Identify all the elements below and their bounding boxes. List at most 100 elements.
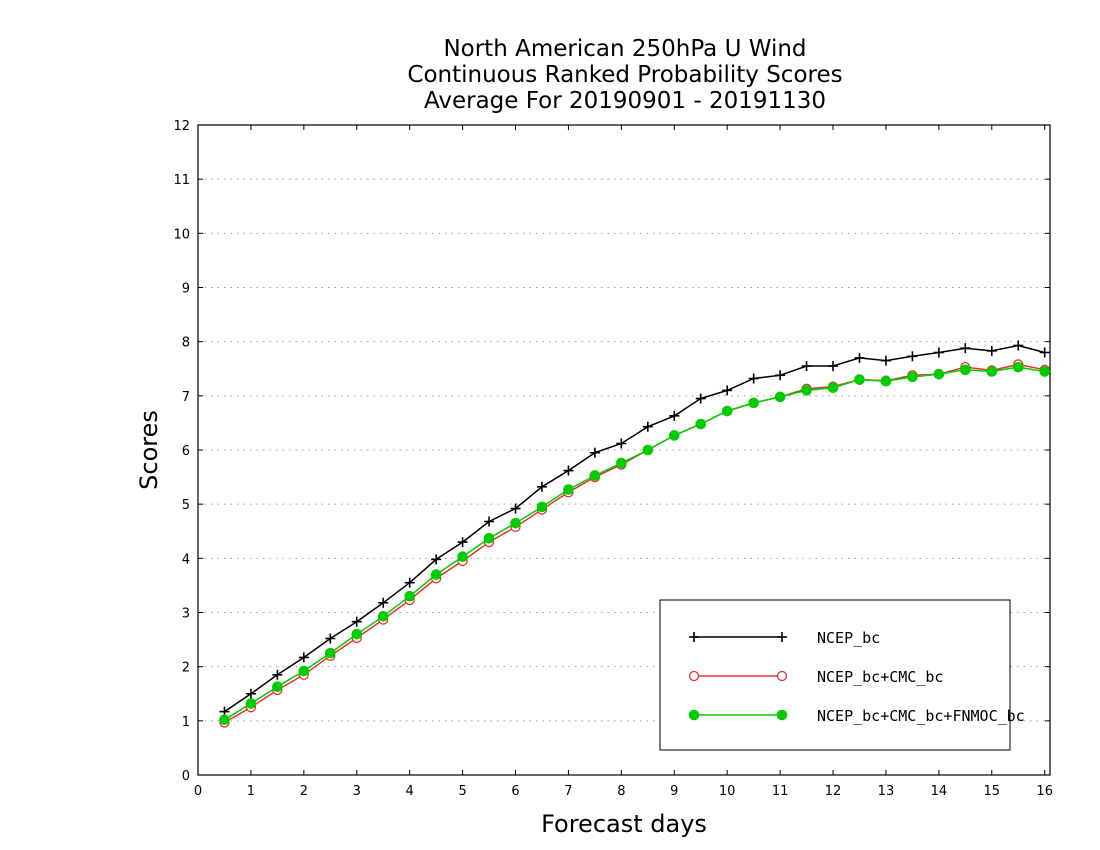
y-tick-label: 4 [182, 552, 190, 567]
x-tick-label: 16 [1036, 784, 1053, 799]
legend-label: NCEP_bc [817, 629, 880, 647]
title-line-1: North American 250hPa U Wind [443, 36, 807, 62]
data-point [960, 364, 971, 376]
legend-label: NCEP_bc+CMC_bc [817, 668, 943, 686]
series-2 [219, 361, 1051, 726]
legend-item: NCEP_bc+CMC_bc [688, 668, 943, 686]
chart-title: North American 250hPa U Wind Continuous … [0, 36, 1100, 114]
data-point [298, 665, 310, 677]
y-tick-label: 10 [173, 227, 190, 242]
x-tick-label: 13 [878, 784, 895, 799]
data-point [377, 610, 389, 622]
data-point [880, 355, 891, 366]
y-tick-label: 12 [173, 119, 190, 134]
data-point [801, 361, 812, 372]
data-point [404, 590, 415, 602]
legend-marker [776, 670, 788, 682]
legend-marker [777, 632, 787, 642]
data-point [272, 681, 283, 693]
x-tick-label: 12 [825, 784, 842, 799]
data-point [854, 374, 865, 385]
data-point [272, 669, 283, 680]
legend-label: NCEP_bc+CMC_bc+FNMOC_bc [817, 707, 1025, 725]
data-point [616, 438, 627, 449]
legend-box [659, 599, 1011, 751]
x-tick-label: 8 [617, 784, 625, 799]
data-point [933, 368, 945, 380]
x-tick-label: 4 [406, 784, 414, 799]
legend: NCEP_bc NCEP_bc+CMC_bc NCEP_bc+CMC_bc+FNMO… [659, 599, 1025, 751]
data-point [457, 537, 468, 548]
data-point [1039, 347, 1050, 358]
x-axis-title: Forecast days [541, 810, 707, 838]
data-point [563, 484, 574, 495]
data-point [880, 375, 892, 387]
data-point [616, 457, 627, 469]
y-axis-title: Scores [135, 410, 163, 490]
y-tick-label: 3 [182, 607, 190, 622]
data-point [721, 405, 733, 417]
title-line-3: Average For 20190901 - 20191130 [423, 88, 827, 114]
y-tick-label: 0 [182, 769, 190, 784]
data-point [510, 517, 521, 529]
x-tick-label: 0 [194, 784, 202, 799]
y-tick-label: 6 [182, 444, 190, 459]
x-tick-label: 14 [931, 784, 948, 799]
data-point [907, 371, 918, 383]
x-tick-label: 1 [247, 784, 255, 799]
y-tick-label: 9 [182, 282, 190, 297]
data-point [589, 447, 600, 458]
title-line-2: Continuous Ranked Probability Scores [407, 62, 843, 88]
data-point [245, 688, 256, 699]
y-tick-label: 11 [173, 173, 190, 188]
data-point [986, 345, 997, 356]
data-point [484, 516, 495, 527]
y-tick-label: 2 [182, 661, 190, 676]
x-tick-label: 15 [984, 784, 1001, 799]
data-point [563, 465, 574, 476]
data-point [695, 418, 707, 430]
data-point [775, 370, 786, 381]
legend-item: NCEP_bc+CMC_bc+FNMOC_bc [688, 707, 1025, 725]
x-tick-label: 9 [670, 784, 678, 799]
data-point [642, 421, 653, 432]
data-point [960, 343, 971, 354]
data-point [828, 361, 839, 372]
data-point [986, 366, 998, 377]
data-point [404, 577, 415, 588]
data-point [483, 532, 495, 544]
data-point [510, 503, 521, 514]
series-0 [219, 340, 1050, 717]
y-tick-label: 5 [182, 498, 190, 513]
data-point [378, 597, 389, 608]
data-point [351, 616, 362, 627]
data-point [774, 391, 786, 403]
legend-marker [689, 632, 699, 642]
legend-marker [776, 709, 788, 721]
x-tick-label: 5 [458, 784, 466, 799]
data-point [1012, 361, 1024, 373]
data-point [933, 347, 944, 358]
data-point [431, 554, 442, 565]
data-point [1013, 340, 1024, 351]
data-point [219, 714, 230, 726]
data-point [669, 410, 680, 421]
data-point [801, 385, 812, 396]
x-tick-label: 11 [772, 784, 789, 799]
data-point [748, 397, 759, 409]
data-point [854, 352, 865, 363]
data-point [245, 698, 257, 709]
data-point [642, 444, 654, 456]
x-tick-label: 7 [564, 784, 572, 799]
data-point [536, 501, 548, 513]
data-point [748, 373, 759, 384]
data-point [325, 633, 336, 644]
data-point [907, 351, 918, 362]
data-point [457, 551, 468, 563]
y-tick-label: 8 [182, 336, 190, 351]
x-tick-label: 6 [511, 784, 519, 799]
data-point [722, 385, 733, 396]
x-tick-label: 3 [353, 784, 361, 799]
